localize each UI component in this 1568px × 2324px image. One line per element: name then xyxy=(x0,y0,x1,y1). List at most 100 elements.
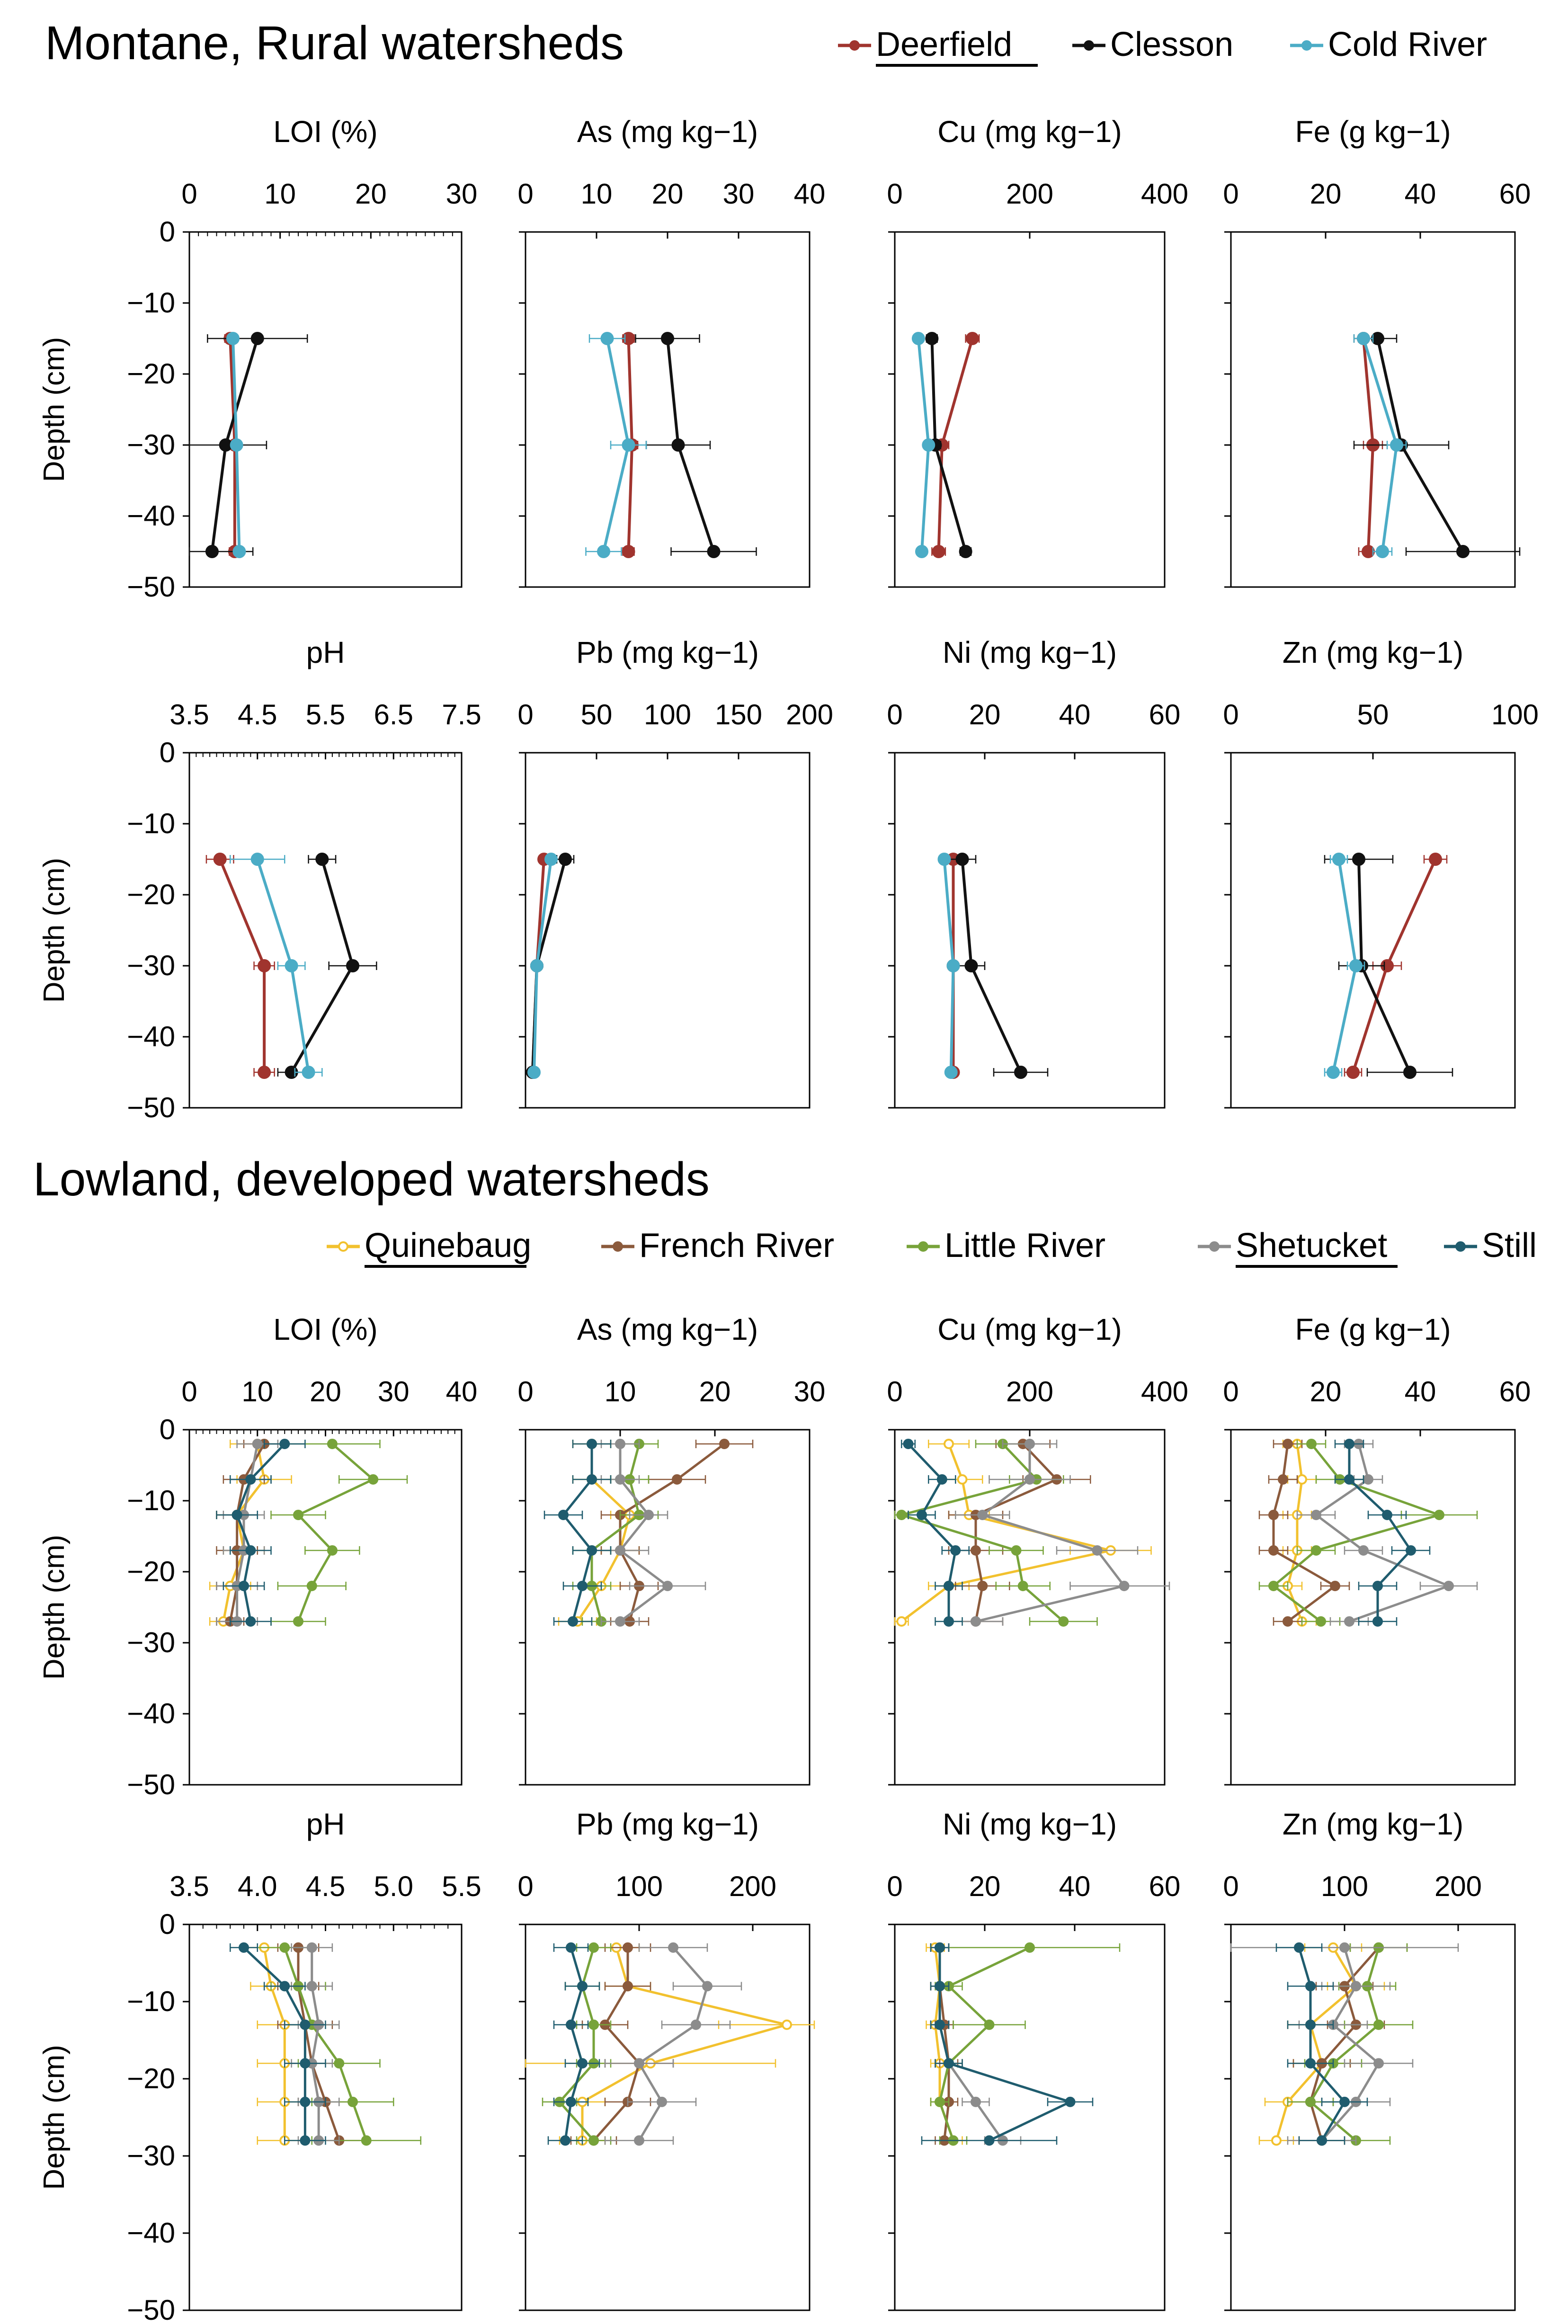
data-point xyxy=(911,332,925,345)
data-point xyxy=(213,853,227,866)
y-tick-label: −40 xyxy=(127,1698,175,1729)
panel-title: Cu (mg kg−1) xyxy=(937,115,1122,149)
x-tick-label: 10 xyxy=(581,178,613,210)
data-point xyxy=(1297,1474,1307,1485)
series-line xyxy=(938,1946,1031,2141)
y-tick-label: −50 xyxy=(127,1769,175,1800)
data-point xyxy=(600,332,614,345)
data-point xyxy=(1373,2058,1384,2069)
x-tick-label: 30 xyxy=(446,178,478,210)
y-tick-label: 0 xyxy=(160,1414,175,1445)
data-point xyxy=(955,853,969,866)
data-point xyxy=(946,959,960,972)
series-line xyxy=(975,1444,1126,1623)
data-point xyxy=(258,959,271,972)
series-little-river xyxy=(257,1942,421,2146)
data-point xyxy=(558,1510,569,1520)
data-point xyxy=(782,2019,792,2030)
series-line xyxy=(1348,1444,1413,1621)
legend-label-still: Still xyxy=(1482,1227,1537,1264)
data-point xyxy=(1330,1581,1340,1591)
y-tick-label: −30 xyxy=(127,1627,175,1658)
data-point xyxy=(245,1616,256,1627)
data-point xyxy=(615,1545,625,1556)
data-point xyxy=(239,1942,249,1953)
data-point xyxy=(361,2135,372,2146)
data-point xyxy=(1294,1942,1304,1953)
x-tick-label: 100 xyxy=(1321,1870,1368,1902)
series-line xyxy=(558,1947,595,2142)
series-line xyxy=(637,1947,709,2141)
x-tick-label: 0 xyxy=(887,1376,902,1407)
data-point xyxy=(587,1439,597,1449)
panel-l-zn: Zn (mg kg−1) 0 100 200 xyxy=(1223,1807,1516,2311)
y-tick-label: −20 xyxy=(127,358,175,390)
data-point xyxy=(950,1545,961,1556)
data-point xyxy=(1305,1981,1316,1992)
legend-label-cold-river: Cold River xyxy=(1328,26,1487,63)
data-point xyxy=(1339,2096,1350,2107)
x-tick-label: 20 xyxy=(1310,178,1342,210)
data-point xyxy=(1434,1510,1444,1520)
data-point xyxy=(936,1474,947,1485)
data-point xyxy=(1092,1545,1103,1556)
legend-item-clesson: Clesson xyxy=(1072,26,1233,63)
data-point xyxy=(965,332,979,345)
series-cold-river xyxy=(1324,853,1365,1079)
y-tick-label: −40 xyxy=(127,2217,175,2249)
data-point xyxy=(643,1510,654,1520)
series-line xyxy=(1275,1947,1358,2141)
y-tick-label: −10 xyxy=(127,287,175,319)
data-point xyxy=(1332,853,1345,866)
data-point xyxy=(1316,1616,1326,1627)
x-tick-label: 50 xyxy=(1357,699,1389,730)
y-tick-label: −10 xyxy=(127,1986,175,2017)
data-point xyxy=(1017,1581,1028,1591)
legend-label-little-river: Little River xyxy=(944,1227,1105,1264)
legend-label-french-river: French River xyxy=(639,1227,834,1264)
data-point xyxy=(1268,1581,1279,1591)
series-still xyxy=(901,1439,970,1627)
legend-lowland: Quinebaug French River Little River Shetuck… xyxy=(327,1227,1537,1268)
data-point xyxy=(1058,1616,1069,1627)
series-line xyxy=(618,1444,670,1622)
y-tick-label: −40 xyxy=(127,500,175,532)
y-tick-label: −20 xyxy=(127,879,175,910)
section-title-montane: Montane, Rural watersheds xyxy=(45,17,624,70)
data-point xyxy=(672,1474,682,1485)
legend-marker-french-river xyxy=(613,1241,623,1252)
x-tick-label: 400 xyxy=(1141,1376,1188,1407)
data-point xyxy=(205,545,219,558)
data-point xyxy=(1119,1581,1130,1591)
y-tick-label: −30 xyxy=(127,429,175,461)
series-clesson xyxy=(1353,332,1521,558)
x-tick-label: 6.5 xyxy=(374,699,413,730)
series-line xyxy=(1314,1443,1452,1623)
series-little-river xyxy=(270,1439,408,1627)
panel-l-cu: Cu (mg kg−1) 0 200 400 xyxy=(887,1312,1188,1786)
panel-m-cu: Cu (mg kg−1) 0 200 400 xyxy=(887,115,1188,588)
data-point xyxy=(300,2096,311,2107)
data-point xyxy=(1372,1581,1383,1591)
legend-marker-deerfield xyxy=(849,40,860,51)
plot-frame xyxy=(1230,1923,1516,2311)
data-point xyxy=(1278,1474,1288,1485)
series-cold-river xyxy=(911,332,935,558)
x-tick-label: 60 xyxy=(1149,699,1181,730)
data-point xyxy=(1344,1616,1354,1627)
panel-title: As (mg kg−1) xyxy=(577,1312,758,1346)
data-point xyxy=(1376,545,1389,558)
x-tick-label: 50 xyxy=(581,699,613,730)
x-tick-label: 200 xyxy=(729,1870,776,1902)
data-point xyxy=(634,2135,644,2146)
data-point xyxy=(219,438,232,452)
data-point xyxy=(1351,1981,1361,1992)
x-tick-label: 20 xyxy=(310,1376,341,1407)
series-still xyxy=(921,1942,1094,2146)
panel-title: Ni (mg kg−1) xyxy=(943,1807,1117,1841)
data-point xyxy=(1305,2058,1316,2069)
legend-label-clesson: Clesson xyxy=(1110,26,1233,63)
y-tick-label: 0 xyxy=(160,216,175,248)
x-tick-label: 7.5 xyxy=(442,699,481,730)
data-point xyxy=(944,1581,954,1591)
